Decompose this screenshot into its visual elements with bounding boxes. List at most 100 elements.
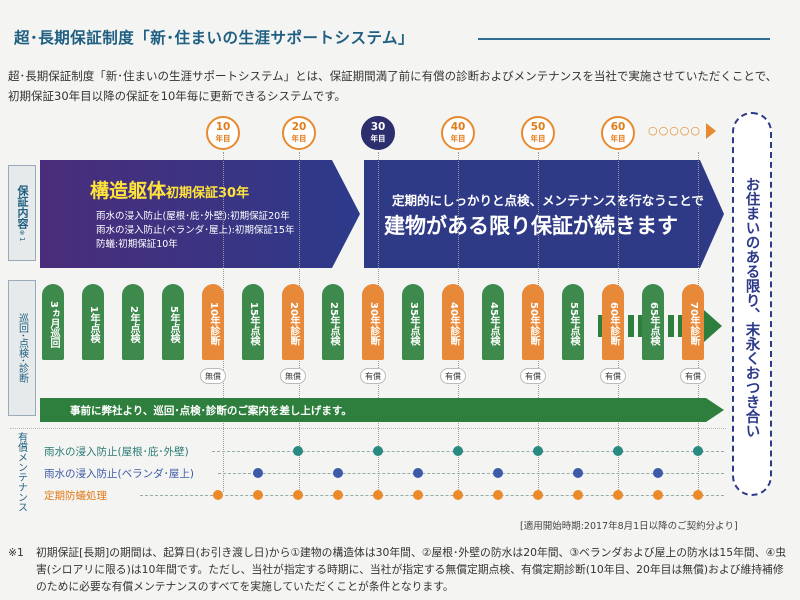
title-divider — [478, 38, 770, 40]
inspection-tab: 巡回･点検･診断 — [8, 280, 36, 416]
inspection-1year: 1年点検 — [82, 284, 104, 360]
maintenance-tab-label: 有償メンテナンス — [15, 432, 27, 512]
page-title: 超･長期保証制度「新･住まいの生涯サポートシステム」 — [14, 29, 415, 47]
paid-tag: 有償 — [520, 368, 546, 384]
maintenance-dot — [613, 446, 623, 456]
diagnosis-10years: 10年診断 — [202, 284, 224, 360]
intro-paragraph: 超･長期保証制度「新･住まいの生涯サポートシステム」とは、保証期間満了前に有償の… — [8, 69, 778, 103]
year-badge-20: 20 年目 — [282, 116, 316, 150]
diagnosis-50years: 50年診断 — [522, 284, 544, 360]
continuation-dots: ○○○○○ — [648, 124, 701, 137]
structure-detail-line: 雨水の浸入防止(屋根･庇･外壁):初期保証20年 — [96, 211, 290, 222]
paid-tag: 有償 — [440, 368, 466, 384]
continuation-subtext: 定期的にしっかりと点検、メンテナンスを行なうことで — [392, 193, 704, 208]
structure-title: 構造躯体初期保証30年 — [90, 176, 249, 203]
slogan-box — [732, 112, 772, 496]
year-badge-unit: 年目 — [215, 134, 231, 143]
maintenance-dot — [453, 446, 463, 456]
year-badge-number: 30 — [370, 121, 386, 133]
year-badge-unit: 年目 — [610, 134, 626, 143]
maintenance-dot — [373, 490, 383, 500]
diagnosis-20years: 20年診断 — [282, 284, 304, 360]
inspection-25years: 25年点検 — [322, 284, 344, 360]
year-badge-50: 50 年目 — [521, 116, 555, 150]
maintenance-dot — [213, 490, 223, 500]
slogan-text: お住まいのある限り、末永くおつき合い — [743, 176, 760, 438]
stripe-arrow-icon — [704, 310, 722, 342]
structure-details: 雨水の浸入防止(屋根･庇･外壁):初期保証20年 雨水の浸入防止(ベランダ･屋上… — [96, 210, 294, 252]
maintenance-dot — [253, 468, 263, 478]
maintenance-dot — [413, 468, 423, 478]
year-badge-unit: 年目 — [291, 134, 307, 143]
structure-title-main: 構造躯体 — [90, 180, 167, 202]
maintenance-dot — [613, 490, 623, 500]
inspection-5years: 5年点検 — [162, 284, 184, 360]
inspection-45years: 45年点検 — [482, 284, 504, 360]
structure-detail-line: 防蟻:初期保証10年 — [96, 239, 178, 250]
maintenance-row-label: 定期防蟻処理 — [44, 490, 107, 502]
year-badge-10: 10 年目 — [206, 116, 240, 150]
effective-date-note: [適用開始時期:2017年8月1日以降のご契約分より] — [520, 521, 738, 532]
year-badge-unit: 年目 — [530, 134, 546, 143]
maintenance-dot — [333, 490, 343, 500]
structure-title-suffix: 初期保証30年 — [166, 186, 250, 201]
year-badge-number: 60 — [610, 121, 626, 133]
maintenance-dot — [293, 490, 303, 500]
diagnosis-30years: 30年診断 — [362, 284, 384, 360]
maintenance-dot — [373, 446, 383, 456]
notice-text: 事前に弊社より、巡回･点検･診断のご案内を差し上げます。 — [70, 405, 352, 417]
year-badge-unit: 年目 — [370, 134, 386, 143]
paid-tag: 有償 — [360, 368, 386, 384]
maintenance-dot — [293, 446, 303, 456]
year-badge-40: 40 年目 — [441, 116, 475, 150]
maintenance-dot — [333, 468, 343, 478]
maintenance-dot — [413, 490, 423, 500]
footnote-text: 初期保証[長期]の期間は、起算日(お引き渡し日)から①建物の構造体は30年間、②… — [36, 546, 786, 593]
maintenance-row-label: 雨水の浸入防止(ベランダ･屋上) — [44, 468, 194, 480]
year-badge-number: 40 — [450, 121, 466, 133]
maintenance-dot — [453, 490, 463, 500]
maintenance-dot — [573, 490, 583, 500]
diagnosis-60years: 60年診断 — [602, 284, 624, 360]
inspection-tab-label: 巡回･点検･診断 — [16, 313, 28, 383]
maintenance-dot — [493, 490, 503, 500]
year-badge-60: 60 年目 — [601, 116, 635, 150]
maintenance-row-line — [218, 473, 724, 474]
maintenance-dot — [693, 446, 703, 456]
maintenance-dot — [533, 446, 543, 456]
inspection-35years: 35年点検 — [402, 284, 424, 360]
footnote-mark: ※1 — [8, 546, 24, 559]
maintenance-dot — [693, 490, 703, 500]
year-badge-30: 30 年目 — [361, 116, 395, 150]
year-badge-number: 10 — [215, 121, 231, 133]
year-badge-number: 20 — [291, 121, 307, 133]
continuation-main-text: 建物がある限り保証が続きます — [384, 214, 678, 238]
inspection-2years: 2年点検 — [122, 284, 144, 360]
maintenance-divider — [10, 428, 726, 429]
footnote: ※1 初期保証[長期]の期間は、起算日(お引き渡し日)から①建物の構造体は30年… — [8, 544, 792, 595]
free-tag: 無償 — [280, 368, 306, 384]
paid-tag: 有償 — [680, 368, 706, 384]
diagnosis-40years: 40年診断 — [442, 284, 464, 360]
maintenance-row-line — [212, 451, 724, 452]
free-tag: 無償 — [200, 368, 226, 384]
maintenance-tab: 有償メンテナンス — [8, 432, 34, 512]
continuation-arrow — [364, 160, 724, 268]
paid-tag: 有償 — [600, 368, 626, 384]
guarantee-note-mark: ※1 — [18, 228, 26, 242]
inspection-15years: 15年点検 — [242, 284, 264, 360]
notice-arrow — [40, 398, 724, 422]
maintenance-dot — [573, 468, 583, 478]
maintenance-row-line — [140, 495, 724, 496]
year-badge-number: 50 — [530, 121, 546, 133]
inspection-65years: 65年点検 — [642, 284, 664, 360]
guarantee-tab: 保証内容 ※1 — [8, 165, 36, 261]
continuation-arrow-icon — [706, 123, 716, 139]
maintenance-dot — [533, 490, 543, 500]
maintenance-dot — [253, 490, 263, 500]
inspection-55years: 55年点検 — [562, 284, 584, 360]
guarantee-tab-label: 保証内容 — [16, 184, 29, 229]
structure-arrow — [40, 160, 360, 268]
maintenance-dot — [653, 468, 663, 478]
year-badge-unit: 年目 — [450, 134, 466, 143]
